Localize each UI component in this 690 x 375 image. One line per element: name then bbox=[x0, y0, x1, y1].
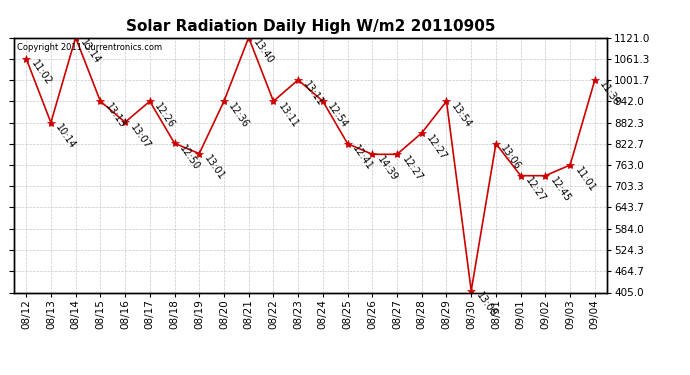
Text: 13:14: 13:14 bbox=[79, 38, 103, 66]
Text: 13:07: 13:07 bbox=[128, 122, 152, 151]
Text: 12:45: 12:45 bbox=[548, 176, 573, 204]
Text: 12:36: 12:36 bbox=[227, 101, 251, 130]
Text: 12:27: 12:27 bbox=[524, 176, 548, 204]
Text: 12:27: 12:27 bbox=[400, 154, 424, 183]
Text: 11:01: 11:01 bbox=[573, 165, 597, 194]
Text: 11:36: 11:36 bbox=[598, 80, 622, 108]
Title: Solar Radiation Daily High W/m2 20110905: Solar Radiation Daily High W/m2 20110905 bbox=[126, 18, 495, 33]
Text: 13:40: 13:40 bbox=[251, 38, 275, 66]
Text: 13:06: 13:06 bbox=[499, 144, 523, 172]
Text: 14:39: 14:39 bbox=[375, 154, 400, 183]
Text: 12:27: 12:27 bbox=[424, 133, 449, 162]
Text: 13:09: 13:09 bbox=[474, 291, 498, 319]
Text: Copyright 2011 Currentronics.com: Copyright 2011 Currentronics.com bbox=[17, 43, 162, 52]
Text: 13:11: 13:11 bbox=[276, 101, 300, 130]
Text: 11:02: 11:02 bbox=[29, 58, 53, 87]
Text: 12:26: 12:26 bbox=[152, 101, 177, 130]
Text: 13:11: 13:11 bbox=[301, 80, 325, 108]
Text: 10:14: 10:14 bbox=[54, 123, 78, 151]
Text: 12:50: 12:50 bbox=[177, 143, 201, 172]
Text: 13:01: 13:01 bbox=[202, 154, 226, 182]
Text: 12:54: 12:54 bbox=[326, 101, 350, 130]
Text: 12:41: 12:41 bbox=[351, 144, 375, 172]
Text: 13:13: 13:13 bbox=[103, 101, 127, 130]
Text: 13:54: 13:54 bbox=[449, 101, 473, 130]
